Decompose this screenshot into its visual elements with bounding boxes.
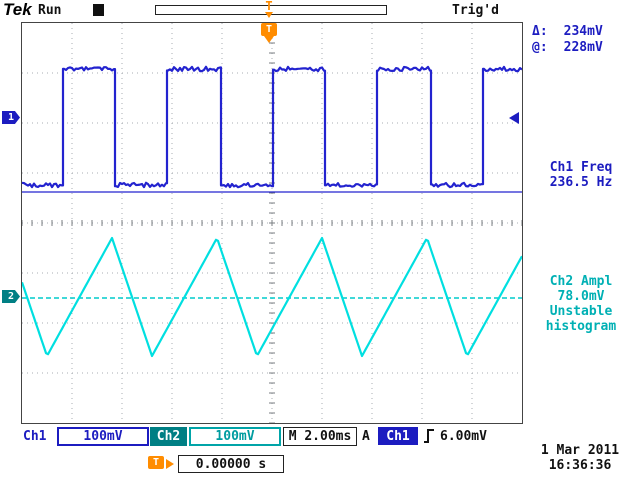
measurement-ch2-note2: histogram [545, 319, 617, 334]
trigger-position-arrow-icon [264, 36, 274, 43]
cursor-delta-value: 234mV [563, 24, 603, 39]
ch2-trace [20, 236, 523, 358]
acquisition-indicator-icon [93, 4, 104, 16]
date-text: 1 Mar 2011 [540, 443, 620, 458]
measurement-ch2-note1: Unstable [549, 304, 613, 319]
cursor-readout: Δ: 234mV @: 228mV [524, 24, 638, 56]
ch2-scale-readout: 100mV [189, 427, 281, 446]
cursor-delta-label: Δ: [532, 24, 548, 39]
trigger-record-arrow-icon [265, 12, 273, 18]
trigger-position-label: T [265, 24, 273, 35]
ch2-label-badge: Ch2 [150, 427, 187, 446]
cursor-delta-row: Δ: 234mV [524, 24, 638, 40]
trigger-level-readout: 6.00mV [440, 429, 487, 444]
ch1-label: Ch1 [23, 429, 47, 444]
timebase-readout: M 2.00ms [283, 427, 357, 446]
ch2-scale-text: 100mV [215, 429, 255, 444]
timebase-text: M 2.00ms [288, 429, 352, 444]
trigger-record-marker-label: T [265, 0, 273, 13]
measurement-ch1-value: 236.5 Hz [549, 175, 613, 190]
ch1-position-marker: 1 [2, 111, 20, 124]
slope-rising-icon [424, 429, 434, 443]
ch1-trace [21, 65, 523, 189]
measurement-ch1-title: Ch1 Freq [549, 160, 613, 175]
trigger-time-marker: T [148, 456, 164, 469]
acquisition-status: Run [38, 3, 62, 18]
ch1-position-label: 1 [7, 112, 15, 123]
cursor-at-row: @: 228mV [524, 40, 638, 56]
horizontal-position-readout: 0.00000 s [178, 455, 284, 473]
trigger-mode-label: A [362, 429, 370, 444]
horizontal-position-text: 0.00000 s [195, 456, 267, 472]
time-text: 16:36:36 [548, 458, 612, 473]
trigger-source-text: Ch1 [386, 428, 410, 444]
ch1-scale-text: 100mV [83, 429, 123, 444]
ch2-label-text: Ch2 [156, 429, 181, 444]
datetime-readout: 1 Mar 2011 16:36:36 [524, 443, 636, 473]
ch2-position-marker: 2 [2, 290, 20, 303]
trigger-time-marker-label: T [152, 457, 160, 468]
trigger-source-readout: Ch1 [378, 427, 418, 445]
cursor-at-label: @: [532, 40, 548, 55]
trigger-status: Trig'd [452, 3, 499, 18]
waveform-plot [20, 22, 523, 424]
trigger-record-marker-icon: T [262, 0, 276, 18]
measurement-ch2-ampl: Ch2 Ampl 78.0mV Unstable histogram [524, 274, 638, 334]
trigger-position-marker: T [261, 23, 277, 36]
graticule [20, 22, 523, 424]
measurement-ch1-freq: Ch1 Freq 236.5 Hz [524, 160, 638, 190]
measurement-ch2-value: 78.0mV [557, 289, 605, 304]
brand-logo: Tek [3, 0, 32, 19]
trigger-arrow-icon [166, 459, 174, 469]
measurement-ch2-title: Ch2 Ampl [549, 274, 613, 289]
ch2-position-label: 2 [7, 291, 15, 302]
ch1-scale-readout: 100mV [57, 427, 149, 446]
trigger-level-arrow-icon [509, 112, 519, 124]
cursor-at-value: 228mV [563, 40, 603, 55]
